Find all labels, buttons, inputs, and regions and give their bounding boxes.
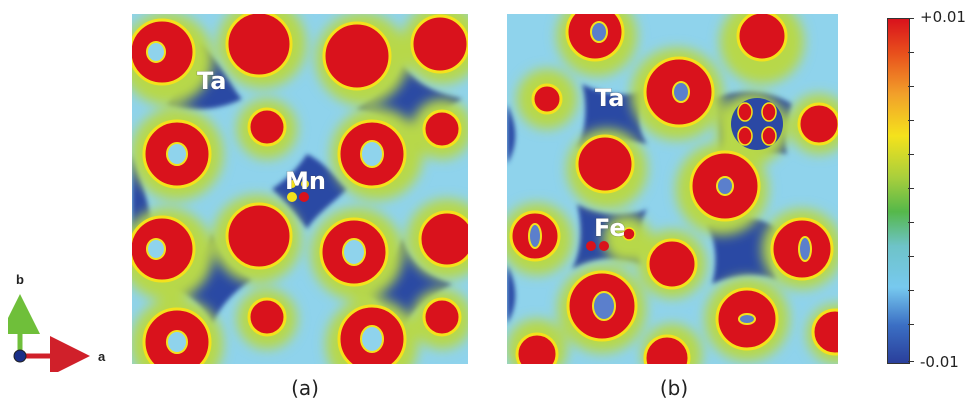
a-axis-label: a — [98, 349, 106, 364]
panel-a-ta-label: Ta — [197, 67, 226, 95]
flower-site — [731, 98, 783, 150]
panel-b-density-map: Ta Fe — [507, 14, 838, 364]
colorbar-tick — [908, 188, 914, 189]
colorbar-max-label: +0.01 — [920, 8, 966, 26]
panel-a-density-map: Ta Mn — [132, 14, 468, 364]
panel-b-ta-label: Ta — [595, 84, 624, 112]
crystal-axes: b a — [8, 272, 106, 372]
colorbar-tick — [908, 256, 914, 257]
colorbar — [887, 18, 910, 364]
b-axis-label: b — [16, 272, 24, 287]
panel-b-svg: Ta Fe — [507, 14, 838, 364]
colorbar-tick — [908, 324, 914, 325]
panel-a-mn-label: Mn — [285, 167, 326, 195]
colorbar-tick — [908, 290, 914, 291]
panel-b-caption: (b) — [659, 376, 689, 400]
panel-b-fe-label: Fe — [594, 214, 626, 242]
colorbar-tick — [908, 52, 914, 53]
panel-a-svg: Ta Mn — [132, 14, 468, 364]
colorbar-tick — [908, 18, 914, 19]
colorbar-min-label: -0.01 — [920, 353, 959, 371]
panel-a-caption: (a) — [291, 376, 319, 400]
c-axis-dot — [13, 349, 27, 363]
colorbar-tick — [908, 154, 914, 155]
colorbar-tick — [908, 120, 914, 121]
colorbar-tick — [908, 361, 914, 362]
colorbar-tick — [908, 86, 914, 87]
colorbar-tick — [908, 222, 914, 223]
